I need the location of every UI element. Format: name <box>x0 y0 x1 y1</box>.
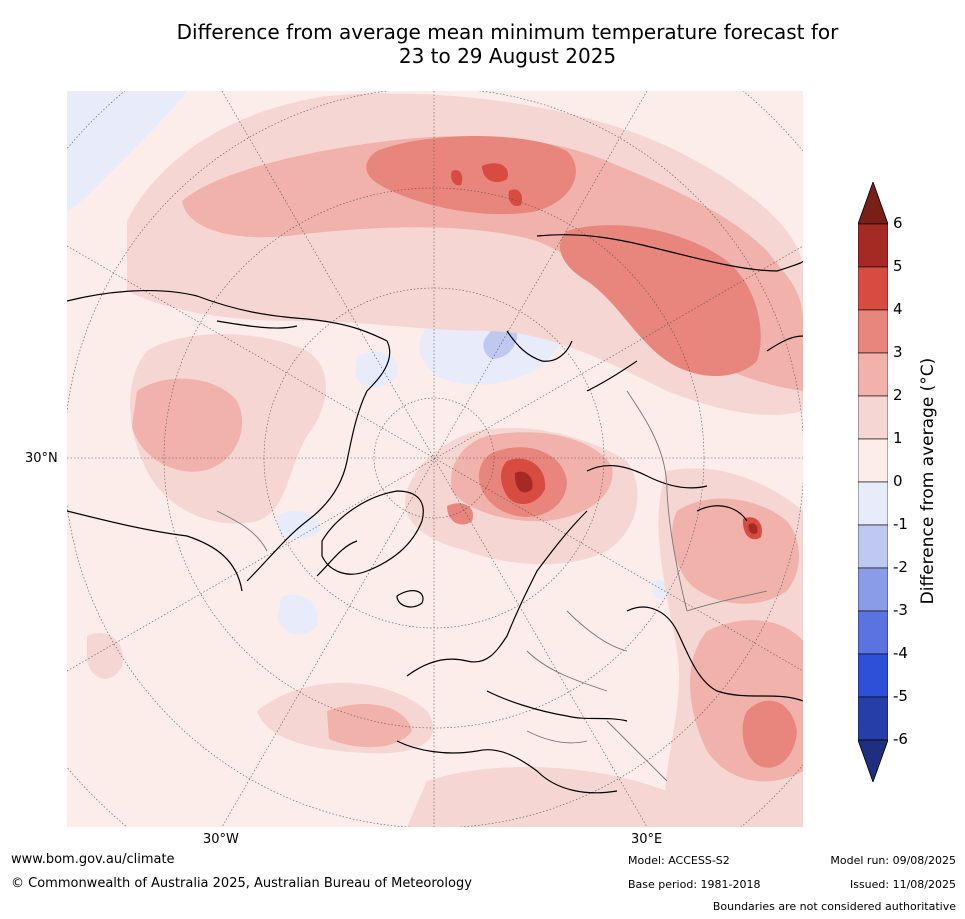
colorbar-swatch <box>857 696 889 741</box>
footer-url[interactable]: www.bom.gov.au/climate <box>11 852 175 867</box>
map-title: Difference from average mean minimum tem… <box>0 20 965 68</box>
anomaly-cool-patch <box>277 594 318 635</box>
anomaly-band-5to6 <box>748 523 758 534</box>
colorbar-swatch <box>857 481 889 526</box>
colorbar-swatch <box>857 309 889 354</box>
country-borders <box>216 390 768 782</box>
anomaly-cool-patch <box>355 352 398 388</box>
map-title-line2: 23 to 29 August 2025 <box>398 44 617 68</box>
colorbar-swatch <box>857 395 889 440</box>
colorbar-tick-label: -6 <box>893 730 908 748</box>
footer-model-run: Model run: 09/08/2025 <box>830 854 956 867</box>
colorbar-tick-label: 1 <box>893 429 903 447</box>
colorbar <box>857 180 889 786</box>
footer-model: Model: ACCESS-S2 <box>628 854 730 867</box>
anomaly-band-3to4 <box>742 700 797 768</box>
coastlines <box>67 234 803 794</box>
colorbar-swatch <box>857 567 889 612</box>
anomaly-band-2to3 <box>132 378 243 472</box>
anomaly-band-5to6 <box>514 471 533 493</box>
colorbar-extension-high <box>857 180 889 225</box>
colorbar-swatch <box>857 610 889 655</box>
anomaly-band-4to5 <box>482 163 508 183</box>
colorbar-tick-label: 3 <box>893 343 903 361</box>
forecast-map-canvas <box>67 91 803 827</box>
colorbar-swatches <box>857 180 889 784</box>
colorbar-swatch <box>857 352 889 397</box>
colorbar-tick-label: -1 <box>893 515 908 533</box>
colorbar-tick-label: 0 <box>893 472 903 490</box>
anomaly-band-2to3 <box>182 136 803 391</box>
anomaly-band-3to4 <box>366 136 576 215</box>
lon-label-30e: 30°E <box>631 832 663 847</box>
footer-issued: Issued: 11/08/2025 <box>849 878 956 891</box>
anomaly-band-4to5 <box>451 169 463 186</box>
lon-label-30w: 30°W <box>203 832 239 847</box>
anomaly-cool-patch <box>67 91 187 211</box>
forecast-map[interactable] <box>67 91 803 827</box>
anomaly-band-3to4 <box>559 225 761 376</box>
colorbar-tick-label: -3 <box>893 601 908 619</box>
colorbar-swatch <box>857 524 889 569</box>
colorbar-tick-label: 5 <box>893 257 903 275</box>
lat-label-30n: 30°N <box>25 451 58 466</box>
anomaly-cool-patch <box>651 579 669 600</box>
colorbar-tick-label: -5 <box>893 687 908 705</box>
colorbar-swatch <box>857 223 889 268</box>
footer-base-period: Base period: 1981-2018 <box>628 878 761 891</box>
anomaly-band-1to2 <box>87 632 123 679</box>
colorbar-swatch <box>857 266 889 311</box>
colorbar-tick-label: 6 <box>893 214 903 232</box>
colorbar-tick-label: -2 <box>893 558 908 576</box>
footer-copyright: © Commonwealth of Australia 2025, Austra… <box>11 876 472 891</box>
anomaly-band-2to3 <box>672 498 799 604</box>
anomaly-band-1to2 <box>407 767 667 827</box>
colorbar-title-text: Difference from average (°C) <box>918 357 938 605</box>
colorbar-tick-label: 4 <box>893 300 903 318</box>
colorbar-swatch <box>857 438 889 483</box>
colorbar-tick-label: 2 <box>893 386 903 404</box>
colorbar-swatch <box>857 653 889 698</box>
map-title-line1: Difference from average mean minimum tem… <box>176 20 839 44</box>
anomaly-band-2to3 <box>327 703 412 748</box>
footer-disclaimer: Boundaries are not considered authoritat… <box>712 900 956 913</box>
colorbar-extension-low <box>857 739 889 784</box>
colorbar-tick-label: -4 <box>893 644 908 662</box>
graticule <box>67 91 803 827</box>
